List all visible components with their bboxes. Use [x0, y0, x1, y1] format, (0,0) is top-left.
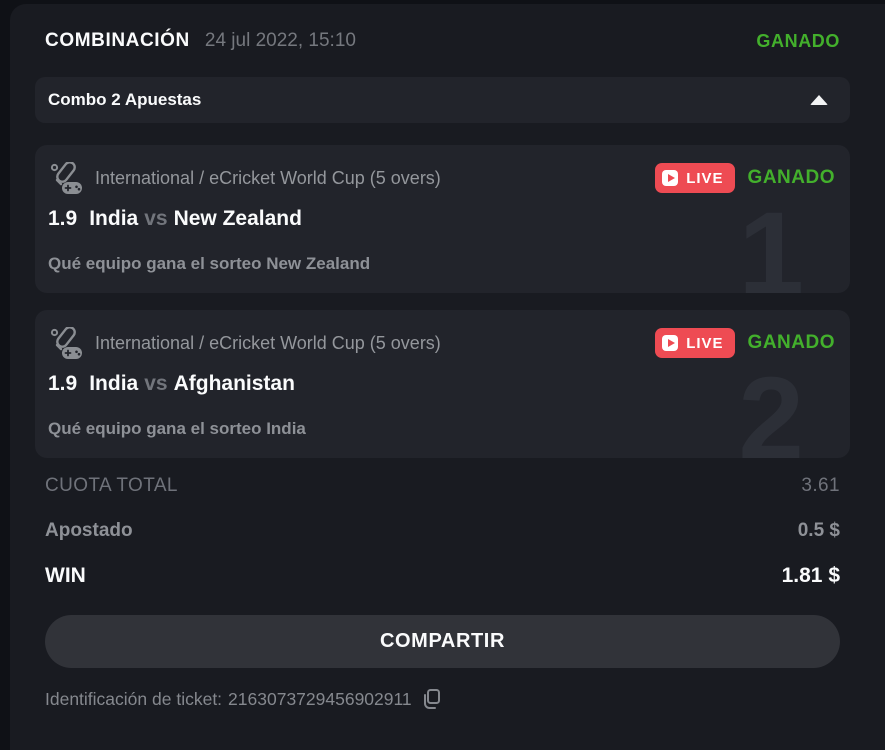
bet-title: 1.9 India vs Afghanistan	[48, 372, 835, 396]
live-label: LIVE	[686, 334, 724, 352]
bet-index-watermark: 1	[738, 188, 804, 293]
ticket-header: COMBINACIÓN 24 jul 2022, 15:10 GANADO	[35, 26, 850, 56]
collapse-up-icon[interactable]	[810, 95, 828, 105]
play-icon	[662, 335, 679, 351]
ecricket-sport-icon	[50, 327, 82, 359]
league-name: International / eCricket World Cup (5 ov…	[95, 332, 441, 353]
live-label: LIVE	[686, 169, 724, 187]
live-badge: LIVE	[655, 328, 735, 358]
bet-market-text: Qué equipo gana el sorteo New Zealand	[48, 254, 371, 273]
ticket-id-value: 2163073729456902911	[228, 688, 412, 709]
win-row: WIN 1.81 $	[45, 564, 840, 588]
team-away: Afghanistan	[173, 372, 295, 395]
bet-top-row: International / eCricket World Cup (5 ov…	[48, 162, 835, 194]
combo-collapse-bar[interactable]: Combo 2 Apuestas	[35, 77, 850, 123]
league-name: International / eCricket World Cup (5 ov…	[95, 167, 441, 188]
bet-card-2: International / eCricket World Cup (5 ov…	[35, 310, 850, 458]
win-value: 1.81 $	[781, 564, 840, 587]
share-button[interactable]: COMPARTIR	[45, 615, 840, 668]
ticket-datetime: 24 jul 2022, 15:10	[204, 30, 356, 51]
team-away: New Zealand	[173, 207, 302, 230]
vs-label: vs	[144, 372, 168, 395]
ecricket-sport-icon	[50, 162, 82, 194]
copy-icon	[423, 689, 440, 709]
stake-row: Apostado 0.5 $	[45, 520, 840, 542]
bet-market-text: Qué equipo gana el sorteo India	[48, 419, 306, 438]
stake-label: Apostado	[45, 520, 133, 541]
bet-top-row: International / eCricket World Cup (5 ov…	[48, 327, 835, 359]
stake-value: 0.5 $	[797, 520, 840, 541]
bet-odds: 1.9	[48, 207, 78, 230]
vs-label: vs	[144, 207, 168, 230]
live-badge: LIVE	[655, 163, 735, 193]
bet-index-watermark: 2	[738, 353, 804, 458]
ticket-id-row: Identificación de ticket: 21630737294569…	[35, 688, 850, 710]
ticket-type-title: COMBINACIÓN	[45, 30, 190, 51]
ticket-status-badge: GANADO	[756, 30, 840, 51]
copy-ticket-id-button[interactable]	[421, 688, 442, 710]
bet-card-1: International / eCricket World Cup (5 ov…	[35, 145, 850, 293]
ticket-summary: CUOTA TOTAL 3.61 Apostado 0.5 $ WIN 1.81…	[35, 475, 850, 588]
bet-odds: 1.9	[48, 372, 78, 395]
combo-label: Combo 2 Apuestas	[48, 90, 202, 109]
total-odds-value: 3.61	[801, 475, 840, 496]
total-odds-label: CUOTA TOTAL	[45, 475, 178, 496]
team-home: India	[89, 372, 139, 395]
bet-ticket-panel: COMBINACIÓN 24 jul 2022, 15:10 GANADO Co…	[10, 4, 885, 750]
total-odds-row: CUOTA TOTAL 3.61	[45, 475, 840, 497]
team-home: India	[89, 207, 139, 230]
ticket-id-label: Identificación de ticket:	[45, 688, 223, 709]
play-icon	[662, 170, 679, 186]
bet-title: 1.9 India vs New Zealand	[48, 207, 835, 231]
bet-status-badge: GANADO	[747, 332, 835, 353]
bet-status-badge: GANADO	[747, 167, 835, 188]
win-label: WIN	[45, 564, 86, 587]
